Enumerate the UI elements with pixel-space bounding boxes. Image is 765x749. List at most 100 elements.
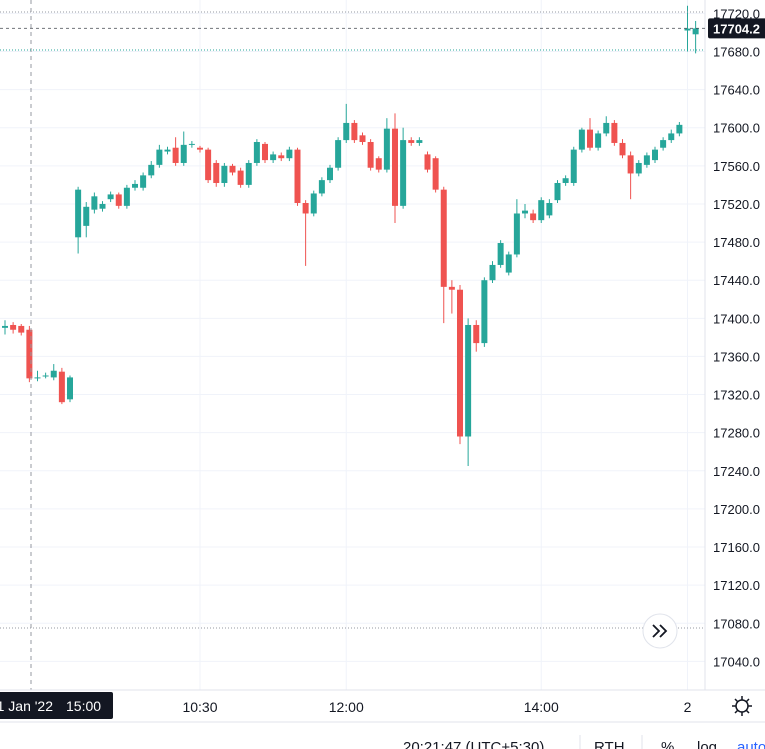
candle-body xyxy=(270,154,277,161)
settings-button[interactable] xyxy=(732,696,752,716)
x-tick-label: 10:30 xyxy=(182,699,217,715)
candle-body xyxy=(497,243,504,265)
candle-body xyxy=(481,280,488,344)
y-tick-label: 17280.0 xyxy=(713,426,760,441)
candle-body xyxy=(148,164,155,176)
candle-body xyxy=(692,28,699,35)
y-tick-label: 17440.0 xyxy=(713,273,760,288)
candle-body xyxy=(578,129,585,150)
candle-body xyxy=(432,158,439,190)
candle-body xyxy=(327,167,333,181)
candle-body xyxy=(546,202,553,216)
crosshair-label-box xyxy=(0,692,113,719)
candle-body xyxy=(473,324,480,344)
candle-body xyxy=(310,193,317,214)
candle-body xyxy=(286,149,293,159)
candle-body xyxy=(465,324,472,437)
footer-percent[interactable]: % xyxy=(661,739,674,749)
candle-body xyxy=(156,149,163,165)
candle-body xyxy=(229,165,236,173)
candle-body xyxy=(587,129,593,148)
last-price-box xyxy=(708,18,765,39)
candle-body xyxy=(180,144,187,163)
y-tick-label: 17400.0 xyxy=(713,311,760,326)
candle-body xyxy=(318,180,325,194)
y-tick-label: 17240.0 xyxy=(713,464,760,479)
y-tick-label: 17560.0 xyxy=(713,159,760,174)
candle-body xyxy=(197,147,203,150)
y-tick-label: 17520.0 xyxy=(713,197,760,212)
candle-body xyxy=(42,375,49,377)
candle-body xyxy=(58,371,65,403)
candle-body xyxy=(237,170,244,185)
candle-body xyxy=(75,189,82,238)
footer-auto[interactable]: auto xyxy=(737,739,765,749)
candle-body xyxy=(351,122,358,141)
candle-body xyxy=(164,149,171,152)
candle-body xyxy=(554,182,561,201)
crosshair-date: 31 Jan '22 xyxy=(0,698,53,714)
candle-body xyxy=(367,142,374,168)
y-tick-label: 17040.0 xyxy=(713,654,760,669)
candle-body xyxy=(619,142,626,156)
scroll-icon xyxy=(652,624,668,638)
candle-body xyxy=(115,194,122,206)
candle-body xyxy=(668,133,675,141)
y-tick-label: 17720.0 xyxy=(713,6,760,21)
candles xyxy=(2,5,699,467)
candle-body xyxy=(416,140,423,143)
candle-body xyxy=(400,140,407,206)
y-tick-label: 17080.0 xyxy=(713,616,760,631)
candle-body xyxy=(107,194,114,200)
candle-body xyxy=(213,162,220,183)
candle-body xyxy=(343,122,350,141)
scroll-button[interactable] xyxy=(642,613,678,649)
candle-body xyxy=(660,140,667,148)
candle-body xyxy=(123,187,130,206)
candle-body xyxy=(530,213,537,221)
candle-body xyxy=(383,128,390,170)
candle-body xyxy=(205,149,212,181)
candle-body xyxy=(302,202,309,214)
x-tick-label: 2 xyxy=(684,699,692,715)
candle-body xyxy=(676,124,683,134)
candle-body xyxy=(278,155,285,159)
candle-body xyxy=(603,122,610,134)
candle-body xyxy=(50,370,57,378)
candle-body xyxy=(10,324,17,330)
time-axis: 10:30 12:00 14:00 2 xyxy=(182,699,691,715)
candle-body xyxy=(538,200,545,221)
y-tick-label: 17640.0 xyxy=(713,83,760,98)
candle-body xyxy=(294,149,301,203)
candle-body xyxy=(67,377,73,400)
gear-teeth xyxy=(732,696,752,716)
candle-body xyxy=(18,325,25,333)
crosshair-time: 15:00 xyxy=(66,698,101,714)
candle-body xyxy=(253,142,260,163)
y-tick-label: 17360.0 xyxy=(713,349,760,364)
candle-body xyxy=(424,154,431,170)
candle-body xyxy=(359,135,366,143)
candle-body xyxy=(221,165,228,183)
candle-body xyxy=(99,203,106,209)
last-price-label: 17704.2 xyxy=(713,21,760,36)
y-tick-label: 17120.0 xyxy=(713,578,760,593)
candle-body xyxy=(335,140,342,168)
candle-body xyxy=(457,289,463,437)
footer-log[interactable]: log xyxy=(697,739,717,749)
footer-session[interactable]: RTH xyxy=(594,739,625,749)
candle-body xyxy=(611,122,618,143)
candle-body xyxy=(513,213,520,255)
candle-body xyxy=(652,149,658,161)
x-tick-label: 14:00 xyxy=(524,699,559,715)
candle-body xyxy=(440,189,447,287)
candle-body xyxy=(684,28,691,31)
candle-body xyxy=(489,264,496,281)
candle-body xyxy=(392,128,398,206)
candle-body xyxy=(245,162,252,185)
candle-body xyxy=(188,143,195,145)
candle-body xyxy=(635,162,642,174)
candle-body xyxy=(375,158,382,170)
candle-body xyxy=(140,175,147,188)
